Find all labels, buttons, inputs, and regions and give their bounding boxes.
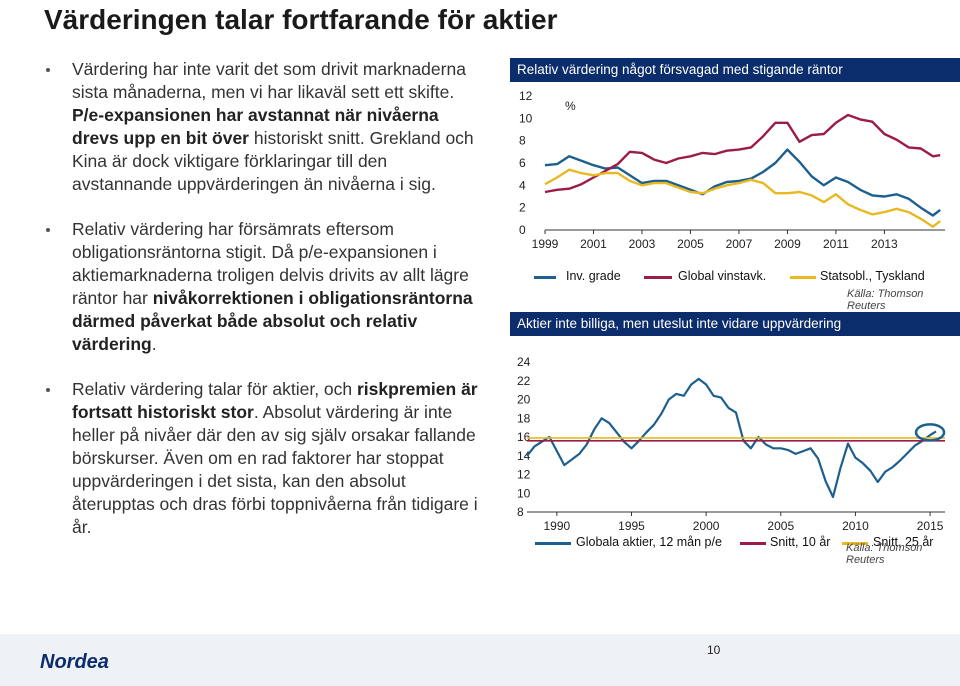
y-tick-label: 4	[519, 178, 526, 192]
y-tick-label: 8	[519, 134, 526, 148]
x-tick-label: 2010	[842, 519, 869, 532]
y-tick-label: 14	[517, 449, 531, 463]
chart2-legend-snitt25: Snitt, 25 år	[873, 535, 934, 549]
chart2-legend-snitt10: Snitt, 10 år	[770, 535, 831, 549]
bullet-text: Relativ värdering har försämrats efterso…	[72, 219, 469, 308]
chart2-legend-swatch	[842, 542, 868, 545]
y-axis-label: %	[565, 99, 576, 113]
y-tick-label: 12	[519, 89, 533, 103]
chart2-legend-swatch	[740, 542, 766, 545]
bullet-text: Relativ värdering talar för aktier, och	[72, 379, 357, 399]
chart1-legend-statsobl: Statsobl., Tyskland	[820, 269, 925, 283]
y-tick-label: 8	[517, 505, 524, 519]
nordea-logo: Nordea	[40, 651, 109, 673]
chart1-plot: 0 2 4 6 8 10 12 1999 2001 2003 2005 2007 2009 2011 201…	[519, 89, 945, 251]
latest-value-marker	[914, 423, 946, 442]
series-line-2	[544, 113, 941, 194]
chart1-legend-swatch	[644, 276, 672, 279]
y-tick-label: 10	[517, 486, 531, 500]
bullet-item: Relativ värdering har försämrats efterso…	[40, 218, 485, 356]
bullet-text: Värdering har inte varit det som drivit …	[72, 59, 466, 102]
chart1-source: Källa: Thomson Reuters	[847, 288, 924, 312]
x-tick-label: 2015	[917, 519, 944, 532]
x-tick-label: 1990	[544, 519, 571, 532]
x-tick-label: 2013	[871, 237, 898, 251]
series-line-3	[544, 168, 941, 228]
chart1-legend-swatch	[534, 276, 556, 279]
chart1-legend-inv-grade: Inv. grade	[566, 269, 621, 283]
y-tick-label: 2	[519, 201, 526, 215]
bullet-text-bold: riskpremien är fortsatt historiskt stor	[72, 379, 478, 422]
bullet-text: .	[151, 334, 157, 354]
bullet-dot-icon	[46, 228, 50, 232]
x-tick-label: 2005	[677, 237, 704, 251]
x-tick-label: 2011	[823, 237, 849, 251]
bullet-item: Värdering har inte varit det som drivit …	[40, 58, 485, 196]
y-tick-label: 22	[517, 374, 531, 388]
y-tick-label: 6	[519, 156, 526, 170]
y-tick-label: 12	[517, 468, 531, 482]
y-tick-label: 18	[517, 411, 531, 425]
x-tick-label: 2005	[767, 519, 794, 532]
x-tick-label: 2001	[580, 237, 607, 251]
chart1-title: Relativ värdering något försvagad med st…	[510, 58, 960, 82]
chart2-legend-swatch	[535, 542, 571, 545]
bullet-text-bold: nivåkorrektionen i obligationsräntorna d…	[72, 288, 473, 354]
y-tick-label: 24	[517, 355, 531, 369]
chart2-plot: 8 10 12 14 16 18 20 22 24 1990 1995 2000 2005 2010 201…	[517, 355, 946, 532]
x-tick-label: 2003	[629, 237, 656, 251]
chart2-source: Källa: Thomson Reuters	[846, 542, 923, 566]
y-tick-label: 10	[519, 111, 533, 125]
bullet-dot-icon	[46, 388, 50, 392]
chart2-legend-pe: Globala aktier, 12 mån p/e	[576, 535, 722, 549]
chart2-title: Aktier inte billiga, men uteslut inte vi…	[510, 312, 960, 336]
x-tick-label: 1995	[618, 519, 645, 532]
series-line-1	[526, 377, 937, 499]
slide-title: Värderingen talar fortfarande för aktier	[44, 4, 558, 35]
x-tick-label: 2000	[693, 519, 720, 532]
x-tick-label: 2007	[726, 237, 753, 251]
bullet-dot-icon	[46, 68, 50, 72]
x-tick-label: 1999	[532, 237, 559, 251]
chart1-legend-swatch	[790, 276, 816, 279]
bullet-text: historiskt snitt. Grekland och Kina är d…	[72, 128, 474, 194]
y-tick-label: 20	[517, 393, 531, 407]
chart1-legend-global-vinstavk: Global vinstavk.	[678, 269, 767, 283]
bullet-text: . Absolut värdering är inte heller på ni…	[72, 402, 478, 537]
y-tick-label: 16	[517, 430, 531, 444]
x-tick-label: 2009	[774, 237, 801, 251]
bullet-list: Värdering har inte varit det som drivit …	[40, 58, 485, 561]
y-tick-label: 0	[519, 223, 526, 237]
page-number: 10	[707, 643, 721, 657]
footer-band	[0, 634, 960, 686]
bullet-item: Relativ värdering talar för aktier, och …	[40, 378, 485, 539]
bullet-text-bold: P/e-expansionen har avstannat när nivåer…	[72, 105, 439, 148]
